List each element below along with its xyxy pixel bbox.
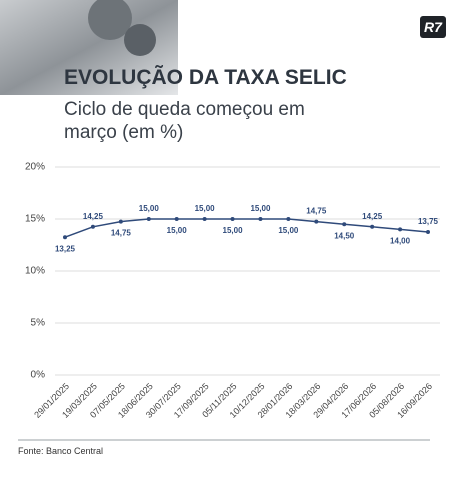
y-tick-label: 10%: [25, 266, 45, 277]
point: [286, 217, 291, 221]
data-label: 14,50: [334, 231, 355, 240]
point: [230, 217, 235, 221]
point: [398, 227, 403, 232]
data-label: 15,00: [167, 226, 188, 235]
point: [202, 217, 207, 221]
point: [118, 219, 123, 224]
coin: [124, 24, 156, 56]
point: [174, 217, 179, 221]
point: [90, 224, 95, 229]
point: [63, 235, 67, 240]
y-tick-label: 0%: [31, 370, 46, 381]
coin: [88, 0, 132, 40]
point: [342, 222, 347, 227]
chart-title: EVOLUÇÃO DA TAXA SELIC: [64, 66, 347, 89]
source: Fonte: Banco Central: [18, 446, 104, 456]
data-label: 14,75: [306, 207, 327, 216]
y-tick-label: 15%: [25, 214, 45, 225]
chart-subtitle: Ciclo de queda começou em março (em %): [64, 99, 305, 143]
data-label: 13,25: [55, 244, 76, 253]
logo: R7: [420, 16, 446, 38]
data-label: 15,00: [195, 204, 216, 213]
y-tick-label: 20%: [25, 162, 45, 173]
data-label: 14,25: [362, 212, 383, 221]
point: [258, 217, 263, 221]
data-label: 15,00: [223, 226, 244, 235]
point: [370, 224, 375, 229]
data-label: 14,25: [83, 212, 104, 221]
data-label: 13,75: [418, 217, 439, 226]
point: [146, 217, 151, 221]
data-label: 14,75: [111, 229, 132, 238]
point: [314, 219, 319, 224]
data-label: 15,00: [278, 226, 299, 235]
line: [64, 218, 429, 238]
point: [426, 230, 430, 234]
data-label: 14,00: [390, 237, 411, 246]
data-label: 15,00: [139, 204, 160, 213]
data-label: 15,00: [250, 204, 271, 213]
y-tick-label: 5%: [31, 318, 46, 329]
